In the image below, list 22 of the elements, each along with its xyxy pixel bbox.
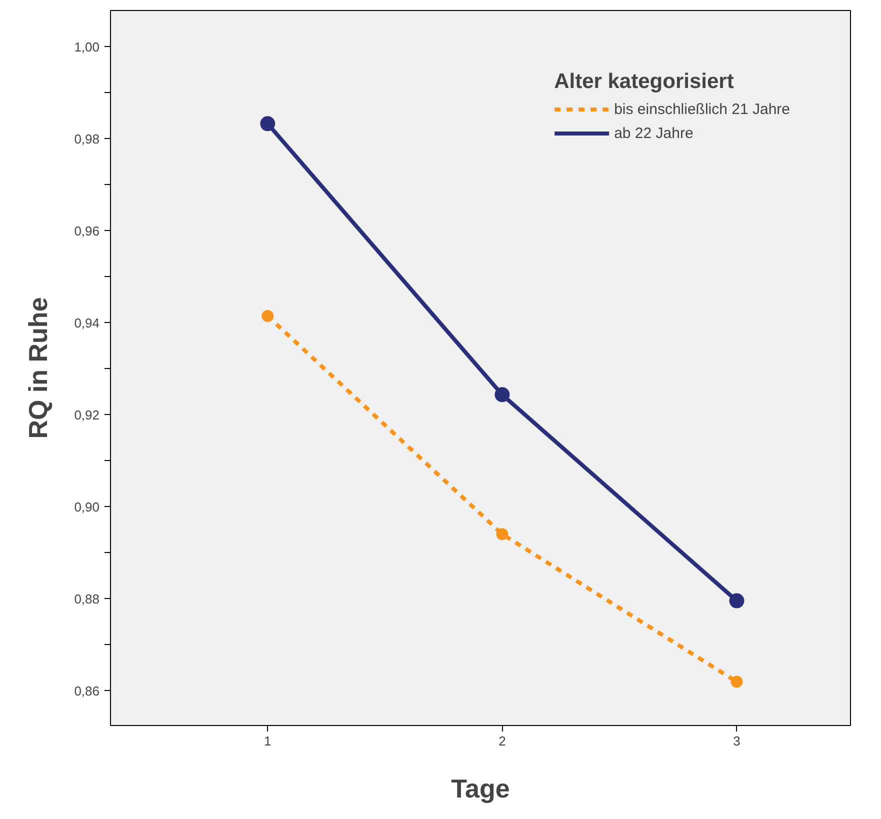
point xyxy=(729,593,744,608)
x-tick-label: 3 xyxy=(733,734,740,748)
y-tick-label: 0,92 xyxy=(74,407,100,422)
y-axis-title: RQ in Ruhe xyxy=(23,297,54,439)
point xyxy=(496,528,508,540)
point xyxy=(730,676,743,688)
point xyxy=(494,387,510,402)
legend-label: ab 22 Jahre xyxy=(614,124,694,142)
legend-title: Alter kategorisiert xyxy=(554,70,735,94)
x-axis-title: Tage xyxy=(451,774,510,804)
point xyxy=(260,116,276,132)
x-tick-label: 2 xyxy=(498,734,506,748)
y-tick-label: 0,88 xyxy=(74,591,100,606)
y-tick-label: 0,90 xyxy=(74,499,100,514)
y-tick-label: 0,96 xyxy=(74,223,100,238)
y-tick-label: 0,94 xyxy=(74,315,100,330)
legend-label: bis einschließlich 21 Jahre xyxy=(614,100,790,118)
x-tick-label: 1 xyxy=(264,734,272,748)
point xyxy=(262,310,274,322)
y-tick-label: 0,86 xyxy=(74,683,100,698)
y-tick-label: 0,98 xyxy=(74,131,100,146)
y-tick-label: 1,00 xyxy=(74,39,100,54)
